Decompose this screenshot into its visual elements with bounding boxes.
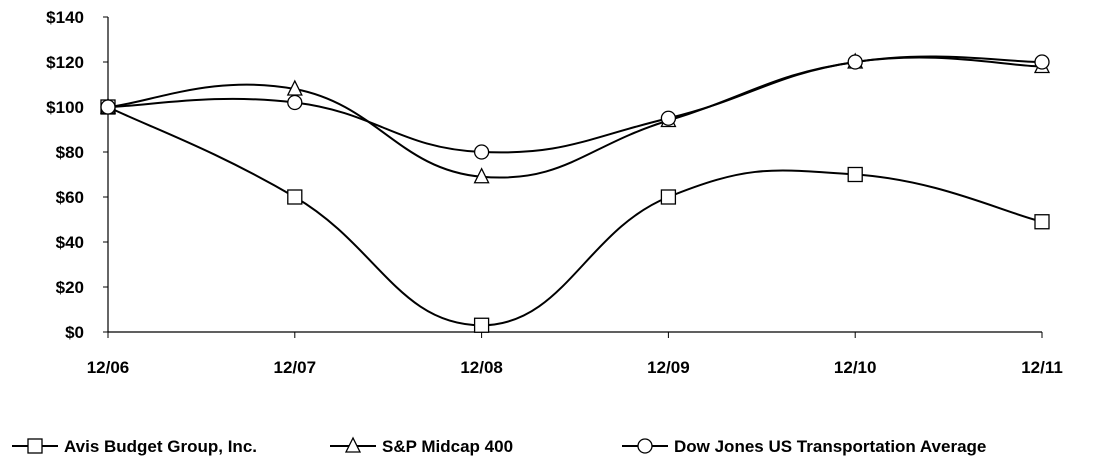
x-tick-label: 12/08 <box>460 358 503 377</box>
data-point-square <box>660 189 677 205</box>
data-point-square <box>287 189 303 205</box>
legend-item: Dow Jones US Transportation Average <box>622 437 986 456</box>
data-point-square <box>473 317 490 333</box>
data-point-circle <box>100 99 116 115</box>
legend-marker-triangle <box>344 436 362 453</box>
legend-label: S&P Midcap 400 <box>382 437 513 456</box>
tick-labels: $0 $20 $40 $60 $80 $100 $120 $140 12/06 12/07 12/0… <box>46 8 1063 377</box>
axes <box>103 16 1043 338</box>
x-tick-label: 12/07 <box>274 358 317 377</box>
data-point-circle <box>1034 54 1050 70</box>
legend: Avis Budget Group, Inc. S&P Midcap 400 Dow… <box>12 436 986 456</box>
data-point-square <box>1034 214 1050 230</box>
legend-label: Dow Jones US Transportation Average <box>674 437 986 456</box>
y-tick-label: $100 <box>46 98 84 117</box>
x-tick-label: 12/06 <box>87 358 130 377</box>
y-tick-label: $120 <box>46 53 84 72</box>
legend-item: S&P Midcap 400 <box>330 436 513 456</box>
data-point-square <box>847 166 863 183</box>
legend-item: Avis Budget Group, Inc. <box>12 437 257 456</box>
y-tick-label: $60 <box>56 188 84 207</box>
y-tick-label: $80 <box>56 143 84 162</box>
y-tick-label: $20 <box>56 278 84 297</box>
x-tick-label: 12/10 <box>834 358 877 377</box>
series-line-triangle <box>107 56 1043 179</box>
legend-marker-circle <box>637 438 653 454</box>
legend-marker-square <box>27 438 43 454</box>
y-tick-label: $140 <box>46 8 84 27</box>
x-tick-label: 12/09 <box>647 358 690 377</box>
data-point-circle <box>847 54 863 70</box>
y-tick-label: $0 <box>65 323 84 342</box>
x-tick-label: 12/11 <box>1021 358 1063 377</box>
data-point-circle <box>660 110 677 126</box>
data-point-circle <box>287 94 303 111</box>
series-line-square <box>107 106 1043 327</box>
series-line-circle <box>107 55 1043 154</box>
series-markers <box>99 52 1051 333</box>
legend-label: Avis Budget Group, Inc. <box>64 437 257 456</box>
data-point-circle <box>473 144 490 160</box>
y-tick-label: $40 <box>56 233 84 252</box>
data-point-triangle <box>473 167 490 184</box>
series-lines <box>107 55 1043 327</box>
